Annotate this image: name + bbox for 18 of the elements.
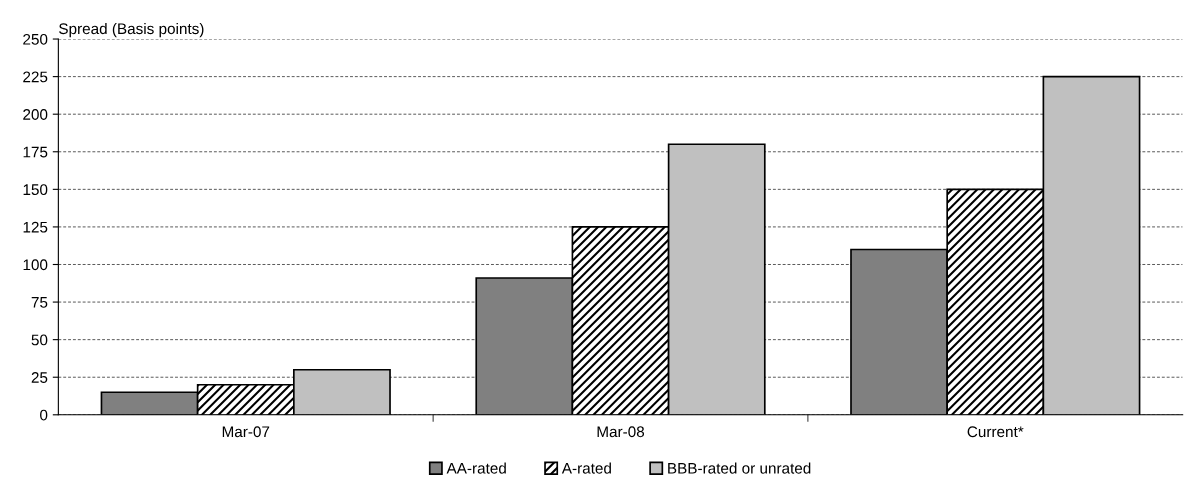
y-tick-label: 225 [23, 71, 48, 83]
y-tick-label: 25 [31, 372, 48, 383]
y-axis-title: Spread (Basis points) [59, 22, 204, 38]
x-tick-label: Mar-08 [597, 426, 645, 438]
y-tick-label: 200 [23, 109, 48, 120]
y-tick-label: 75 [31, 297, 48, 308]
legend-label: A-rated [561, 462, 611, 474]
x-tick-label: Current* [967, 426, 1024, 438]
y-tick-label: 250 [23, 33, 48, 45]
y-tick-label: 100 [23, 259, 48, 271]
y-tick-label: 125 [23, 221, 48, 233]
y-tick-label: 175 [23, 146, 48, 158]
y-tick-label: 150 [23, 184, 48, 196]
x-tick-label: Mar-07 [222, 426, 270, 438]
legend-label: BBB-rated or unrated [668, 462, 811, 474]
y-tick-label: 50 [31, 334, 48, 346]
legend-label: AA-rated [446, 462, 506, 474]
y-tick-label: 0 [40, 409, 48, 421]
